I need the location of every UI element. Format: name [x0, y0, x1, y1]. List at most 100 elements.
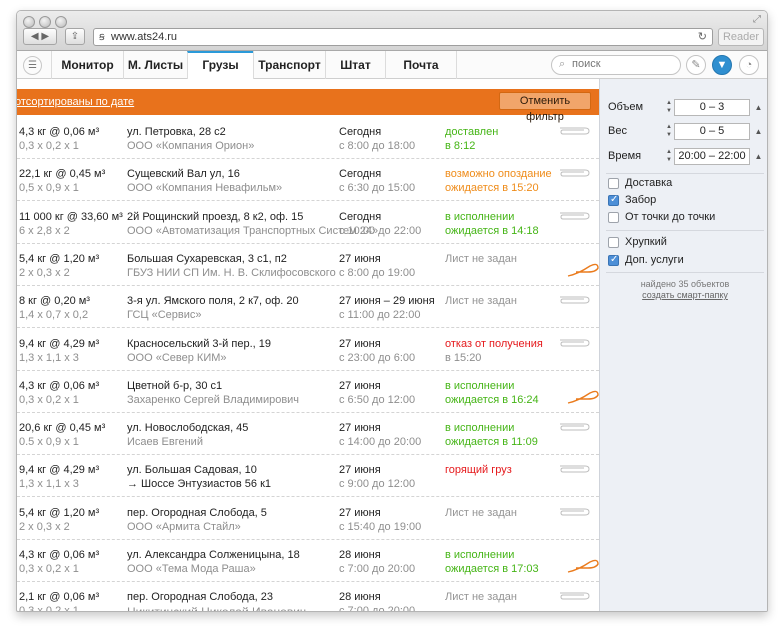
weight-stepper[interactable]: ▲ ▼: [666, 124, 672, 138]
tab-mail[interactable]: Почта: [385, 51, 457, 79]
cargo-weight: 5,4 кг @ 1,20 м³: [19, 253, 100, 265]
checkbox-box[interactable]: [608, 194, 619, 206]
cargo-row[interactable]: 4,3 кг @ 0,06 м³ 0,3 х 0,2 х 1 ул. Петровк…: [17, 117, 599, 159]
cargo-time-window: с 7:00 до 20:00: [339, 563, 416, 575]
time-dropdown-icon[interactable]: ▲: [754, 152, 763, 161]
cargo-weight: 2,1 кг @ 0,06 м³: [19, 591, 100, 603]
volume-dropdown-icon[interactable]: ▲: [754, 103, 763, 112]
paperclip-icon[interactable]: ✎: [686, 55, 706, 75]
paperclip-icon[interactable]: [556, 591, 590, 601]
paperclip-attached-icon[interactable]: [566, 387, 600, 405]
cargo-weight: 5,4 кг @ 1,20 м³: [19, 507, 100, 519]
cargo-date: 27 июня: [339, 507, 381, 519]
checkbox-box[interactable]: [608, 212, 619, 223]
paperclip-attached-icon[interactable]: [566, 260, 600, 278]
create-smart-folder-link[interactable]: создать смарт-папку: [642, 290, 728, 300]
paperclip-attached-icon[interactable]: [566, 556, 600, 574]
browser-window: ⤢ ◀ ▶ ⇪ ꞩ www.ats24.ru ↻ Reader ☰ Монито…: [16, 10, 768, 612]
cargo-row[interactable]: 8 кг @ 0,20 м³ 1,4 х 0,7 х 0,2 3-я ул. Ямс…: [17, 286, 599, 328]
cargo-date: 27 июня: [339, 253, 381, 265]
cargo-row[interactable]: 4,3 кг @ 0,06 м³ 0,3 х 0,2 х 1 ул. Алексан…: [17, 540, 599, 582]
reload-icon[interactable]: ↻: [697, 31, 707, 43]
cargo-row[interactable]: 5,4 кг @ 1,20 м³ 2 х 0,3 х 2 Большая Сухар…: [17, 244, 599, 286]
tab-route-lists[interactable]: М. Листы: [123, 51, 187, 79]
cargo-client: ООО «Тема Мода Раша»: [127, 563, 256, 575]
paperclip-icon[interactable]: [556, 507, 590, 517]
time-label: Время: [608, 150, 642, 162]
address-bar[interactable]: ꞩ www.ats24.ru ↻: [93, 28, 713, 46]
cargo-row[interactable]: 2,1 кг @ 0,06 м³ 0,3 х 0,2 х 1 пер. Огород…: [17, 582, 599, 611]
tab-monitor[interactable]: Монитор: [51, 51, 123, 79]
sidebar-divider: [606, 272, 764, 273]
checkbox-box[interactable]: [608, 237, 619, 248]
back-forward-buttons[interactable]: ◀ ▶: [23, 28, 57, 45]
volume-range[interactable]: 0 – 3: [674, 99, 750, 116]
cargo-date: Сегодня: [339, 126, 382, 138]
tab-staff[interactable]: Штат: [325, 51, 385, 79]
weight-range[interactable]: 0 – 5: [674, 123, 750, 140]
cargo-status-detail: ожидается в 15:20: [445, 182, 539, 194]
cargo-address: пер. Огородная Слобода, 5: [127, 507, 267, 519]
cargo-row[interactable]: 4,3 кг @ 0,06 м³ 0,3 х 0,2 х 1 Цветной б-р…: [17, 371, 599, 413]
checkbox-label: Доставка: [625, 177, 673, 189]
checkbox-box[interactable]: [608, 178, 619, 189]
cargo-dimensions: 1,3 х 1,1 х 3: [19, 352, 79, 364]
cargo-time-window: с 9:00 до 12:00: [339, 478, 416, 490]
cargo-row[interactable]: 22,1 кг @ 0,45 м³ 0,5 х 0,9 х 1 Сущевский …: [17, 159, 599, 201]
paperclip-icon[interactable]: [556, 295, 590, 305]
paperclip-icon[interactable]: [556, 338, 590, 348]
cargo-weight: 20,6 кг @ 0,45 м³: [19, 422, 106, 434]
reader-button[interactable]: Reader: [718, 28, 764, 46]
cargo-row[interactable]: 9,4 кг @ 4,29 м³ 1,3 х 1,1 х 3 ул. Большая…: [17, 455, 599, 497]
search-box[interactable]: ⌕: [551, 55, 681, 75]
paperclip-icon[interactable]: [556, 211, 590, 221]
cargo-row[interactable]: 20,6 кг @ 0,45 м³ 0.5 х 0,9 х 1 ул. Новосл…: [17, 413, 599, 455]
found-count: найдено 35 объектов: [640, 279, 730, 289]
sort-link[interactable]: отсортированы по дате: [16, 96, 135, 108]
cargo-weight: 11 000 кг @ 33,60 м³: [19, 211, 123, 223]
zoom-window-button[interactable]: [55, 16, 67, 28]
cargo-row[interactable]: 9,4 кг @ 4,29 м³ 1,3 х 1,1 х 3 Красносельс…: [17, 329, 599, 371]
time-stepper[interactable]: ▲ ▼: [666, 149, 672, 163]
cargo-status: отказ от получения: [445, 338, 543, 350]
cargo-row[interactable]: 11 000 кг @ 33,60 м³ 6 х 2,8 х 2 2й Рощинс…: [17, 202, 599, 244]
cargo-time-window: с 8:00 до 19:00: [339, 267, 416, 279]
fullscreen-icon[interactable]: ⤢: [753, 14, 761, 25]
cargo-client: ГСЦ «Сервис»: [127, 309, 202, 321]
checkbox-label: Доп. услуги: [625, 254, 684, 266]
cancel-filter-button[interactable]: Отменить фильтр: [499, 92, 591, 123]
cargo-time-window: с 14:00 до 20:00: [339, 436, 422, 448]
cargo-row[interactable]: 5,4 кг @ 1,20 м³ 2 х 0,3 х 2 пер. Огородна…: [17, 498, 599, 540]
cargo-client: Захаренко Сергей Владимирович: [127, 394, 300, 406]
cargo-date: 27 июня: [339, 464, 381, 476]
cargo-date: 28 июня: [339, 549, 381, 561]
cargo-client: ООО «Компания Невафильм»: [127, 182, 283, 194]
paperclip-icon[interactable]: [556, 422, 590, 432]
volume-stepper[interactable]: ▲ ▼: [666, 100, 672, 114]
checkbox-box[interactable]: [608, 254, 619, 266]
checkbox-label: Забор: [625, 194, 657, 206]
minimize-window-button[interactable]: [39, 16, 51, 28]
share-button[interactable]: ⇪: [65, 28, 85, 45]
weight-dropdown-icon[interactable]: ▲: [754, 127, 763, 136]
cargo-time-window: с 6:50 до 12:00: [339, 394, 416, 406]
cargo-dimensions: 0,5 х 0,9 х 1: [19, 182, 79, 194]
cargo-address: Цветной б-р, 30 с1: [127, 380, 223, 392]
cargo-address: пер. Огородная Слобода, 23: [127, 591, 274, 603]
paperclip-icon[interactable]: [556, 168, 590, 178]
time-range[interactable]: 20:00 – 22:00: [674, 148, 750, 165]
cargo-client: ООО «Компания Орион»: [127, 140, 255, 152]
close-window-button[interactable]: [23, 16, 35, 28]
filter-icon[interactable]: ▼: [712, 55, 732, 75]
menu-icon[interactable]: ☰: [23, 56, 42, 75]
tab-transport[interactable]: Транспорт: [253, 51, 325, 79]
paperclip-icon[interactable]: [556, 126, 590, 136]
app-nav-bar: ☰ Монитор М. Листы Грузы Транспорт Штат …: [17, 51, 767, 79]
filter-bar: отсортированы по дате Отменить фильтр: [16, 89, 599, 123]
search-input[interactable]: [572, 58, 672, 70]
speedometer-icon[interactable]: ◔: [739, 55, 759, 75]
paperclip-icon[interactable]: [556, 464, 590, 474]
cargo-status: Лист не задан: [445, 591, 517, 603]
cargo-address: ул. Большая Садовая, 10: [127, 464, 257, 476]
tab-cargo[interactable]: Грузы: [187, 51, 253, 79]
